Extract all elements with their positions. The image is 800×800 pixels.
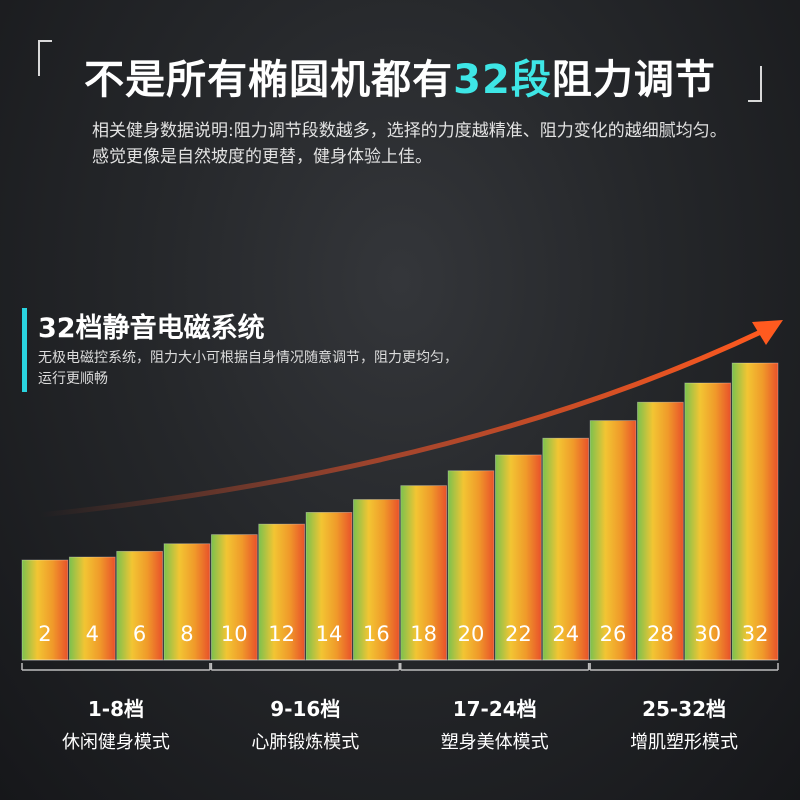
group-mode-2: 心肺锻炼模式 — [251, 732, 359, 753]
bar-label-2: 2 — [38, 622, 51, 646]
bar-label-18: 18 — [410, 622, 437, 646]
group-mode-4: 增肌塑形模式 — [630, 732, 738, 753]
headline: 不是所有椭圆机都有32段阻力调节 — [38, 40, 762, 105]
group-range-3: 17-24档 — [453, 697, 537, 721]
bar-18 — [400, 485, 447, 660]
bar-label-6: 6 — [133, 622, 146, 646]
bar-outline-6 — [116, 550, 163, 661]
bar-outline-2 — [21, 559, 69, 661]
description: 相关健身数据说明:阻力调节段数越多，选择的力度越精准、阻力变化的越细腻均匀。感觉… — [92, 121, 727, 167]
bar-14 — [306, 512, 352, 660]
bar-28 — [637, 402, 684, 660]
bar-outline-26 — [589, 420, 637, 661]
bar-outline-14 — [305, 511, 353, 661]
bar-label-30: 30 — [694, 622, 721, 646]
bar-outline-8 — [163, 543, 211, 661]
bar-30 — [684, 382, 731, 660]
bar-label-16: 16 — [363, 622, 390, 646]
group-mode-3: 塑身美体模式 — [441, 732, 549, 753]
bar-outline-20 — [447, 470, 495, 661]
bar-outline-4 — [68, 556, 116, 661]
bar-16 — [353, 499, 400, 660]
bar-label-20: 20 — [458, 622, 485, 646]
bar-outline-24 — [542, 437, 590, 661]
headline-text: 不是所有椭圆机都有32段阻力调节 — [58, 47, 742, 105]
trend-arrow-line — [37, 327, 768, 518]
group-range-4: 25-32档 — [642, 697, 726, 721]
bar-8 — [164, 543, 210, 660]
bar-6 — [116, 551, 163, 660]
bar-outline-16 — [353, 499, 400, 661]
bar-label-8: 8 — [180, 622, 193, 646]
headline-suffix: 阻力调节 — [551, 57, 716, 103]
bar-4 — [69, 557, 116, 660]
section-title: 32档静音电磁系统 — [38, 313, 265, 344]
bar-label-14: 14 — [316, 622, 343, 646]
headline-bracket-right — [748, 66, 762, 102]
bar-outline-10 — [210, 534, 258, 661]
headline-accent: 32段 — [453, 57, 552, 103]
headline-bracket-left — [38, 40, 52, 76]
bar-label-4: 4 — [86, 622, 99, 646]
bar-22 — [495, 454, 542, 660]
group-range-2: 9-16档 — [270, 697, 340, 721]
bar-outline-18 — [400, 485, 447, 661]
bar-label-22: 22 — [505, 622, 532, 646]
section-description: 无极电磁控系统，阻力大小可根据自身情况随意调节，阻力更均匀，运行更顺畅 — [38, 350, 458, 387]
bar-outline-22 — [495, 454, 542, 661]
bar-10 — [211, 534, 258, 660]
bar-32 — [732, 363, 778, 660]
bar-26 — [590, 420, 636, 660]
section-accent-bar — [22, 308, 27, 392]
bar-label-26: 26 — [600, 622, 627, 646]
bar-outline-28 — [637, 401, 684, 661]
bar-label-28: 28 — [647, 622, 674, 646]
bar-24 — [542, 438, 589, 660]
bar-label-32: 32 — [742, 622, 769, 646]
bar-outline-12 — [258, 523, 305, 661]
bar-label-24: 24 — [552, 622, 579, 646]
bar-outline-32 — [731, 362, 779, 661]
headline-prefix: 不是所有椭圆机都有 — [84, 57, 454, 103]
bar-12 — [258, 524, 305, 660]
bar-2 — [22, 560, 68, 660]
bar-outline-30 — [684, 382, 732, 661]
bar-20 — [448, 470, 494, 660]
bar-label-12: 12 — [268, 622, 295, 646]
group-mode-1: 休闲健身模式 — [62, 732, 170, 753]
trend-arrowhead — [752, 320, 783, 345]
bar-label-10: 10 — [221, 622, 248, 646]
group-range-1: 1-8档 — [88, 697, 144, 721]
